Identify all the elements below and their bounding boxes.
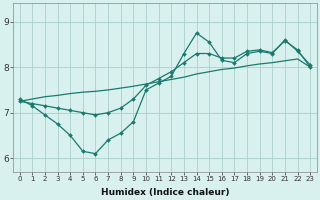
X-axis label: Humidex (Indice chaleur): Humidex (Indice chaleur): [101, 188, 229, 197]
